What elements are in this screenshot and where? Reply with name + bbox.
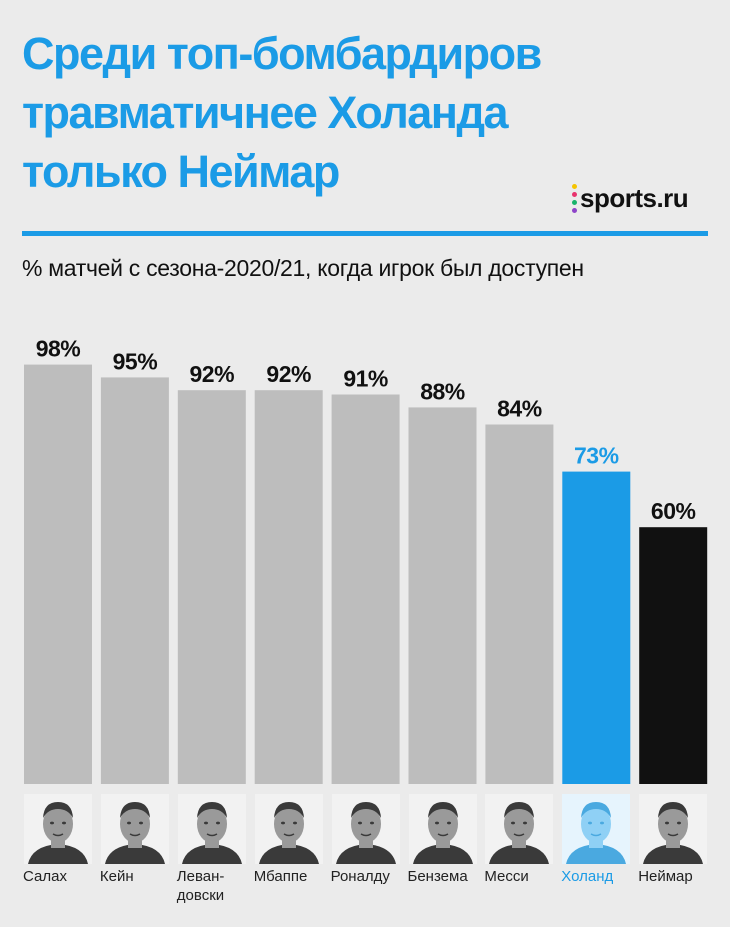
bar-5 — [331, 394, 400, 784]
player-name-line: Холанд — [561, 868, 614, 885]
player-name-line: Салах — [23, 868, 67, 885]
player-name-7: Месси — [484, 867, 528, 886]
title-line-3: только Неймар — [22, 146, 340, 197]
player-name-5: Роналду — [331, 867, 390, 886]
player-name-9: Неймар — [638, 867, 693, 886]
bar-8 — [562, 471, 631, 784]
title-line-2: травматичнее Холанда — [22, 87, 509, 138]
player-photo — [485, 794, 554, 864]
value-label-2: 95% — [113, 348, 158, 374]
value-label-9: 60% — [651, 498, 696, 524]
player-name-line: Кейн — [99, 868, 134, 885]
value-label-8: 73% — [574, 443, 619, 469]
chart-subtitle: % матчей с сезона-2020/21, когда игрок б… — [22, 255, 584, 281]
bar-3 — [177, 390, 246, 784]
bar-2 — [100, 377, 169, 784]
player-name-line: довски — [176, 887, 225, 904]
player-photo — [408, 794, 477, 864]
player-photo — [331, 794, 400, 864]
logo-dots-icon — [572, 183, 577, 213]
player-name-6: Бензема — [408, 867, 468, 886]
player-name-line: Леван- — [176, 868, 225, 885]
logo-text: sports.ru — [580, 182, 689, 213]
bar-1 — [24, 364, 92, 784]
sports-ru-logo: sports.ru — [572, 180, 689, 216]
value-label-6: 88% — [420, 378, 465, 404]
player-name-4: Мбаппе — [254, 867, 308, 886]
player-name-line: Мбаппе — [253, 868, 308, 885]
player-name-8: Холанд — [561, 867, 613, 886]
player-name-line: Роналду — [330, 868, 390, 885]
player-name-line: Месси — [484, 868, 529, 885]
value-label-1: 98% — [36, 336, 81, 362]
bar-6 — [408, 407, 477, 784]
player-photo — [24, 794, 92, 864]
title-divider — [22, 231, 708, 236]
title-line-1: Среди топ-бомбардиров — [22, 28, 542, 79]
player-name-3: Леван-довски — [177, 867, 225, 905]
player-photo — [254, 794, 323, 864]
bar-7 — [485, 424, 554, 784]
player-name-line: Неймар — [638, 868, 693, 885]
value-label-3: 92% — [190, 361, 235, 387]
player-photo — [100, 794, 169, 864]
value-label-7: 84% — [497, 396, 542, 422]
value-label-5: 91% — [343, 366, 388, 392]
chart-title: Среди топ-бомбардиров травматичнее Холан… — [22, 24, 582, 201]
player-name-line: Бензема — [407, 868, 468, 885]
player-name-2: Кейн — [100, 867, 134, 886]
player-photo — [639, 794, 708, 864]
bar-4 — [254, 390, 323, 784]
player-photo — [562, 794, 631, 864]
value-label-4: 92% — [266, 361, 311, 387]
player-photo — [177, 794, 246, 864]
bar-9 — [639, 527, 708, 784]
player-name-1: Салах — [23, 867, 67, 886]
